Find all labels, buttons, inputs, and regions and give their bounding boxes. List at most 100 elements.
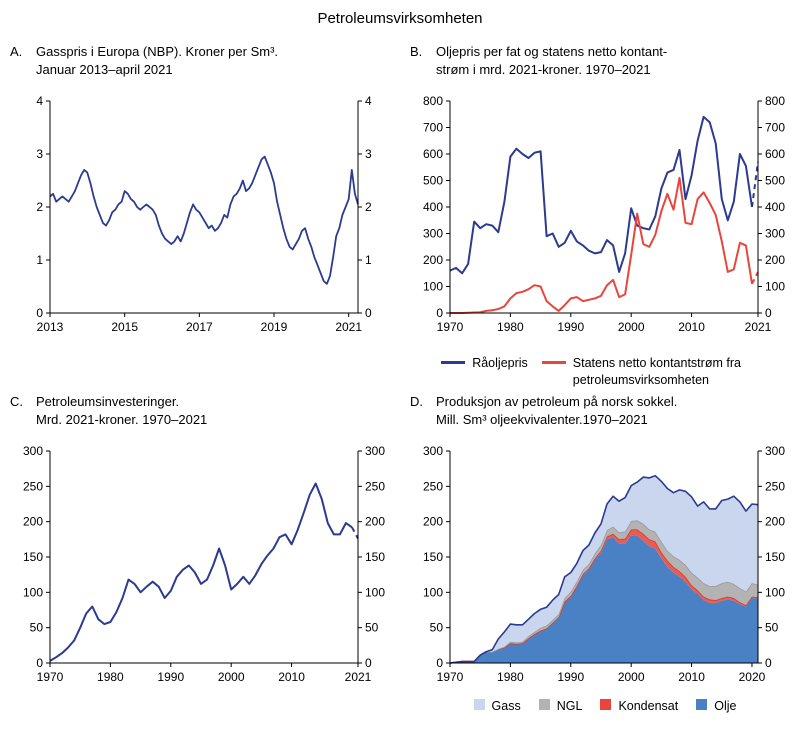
svg-text:300: 300 — [423, 227, 443, 241]
panel-c: C. Petroleumsinvesteringer. Mrd. 2021-kr… — [0, 389, 400, 713]
svg-text:0: 0 — [36, 306, 43, 320]
svg-text:2021: 2021 — [745, 320, 772, 334]
ngl-label: NGL — [556, 698, 583, 713]
panel-b: B. Oljepris per fat og statens netto kon… — [400, 39, 800, 389]
svg-text:2013: 2013 — [37, 320, 64, 334]
svg-text:1980: 1980 — [97, 670, 124, 684]
panel-c-title-line2: Mrd. 2021-kroner. 1970–2021 — [36, 411, 208, 427]
svg-text:300: 300 — [23, 444, 43, 458]
svg-text:400: 400 — [765, 200, 785, 214]
svg-text:2: 2 — [36, 200, 43, 214]
svg-text:300: 300 — [765, 227, 785, 241]
svg-text:700: 700 — [423, 121, 443, 135]
olje-swatch — [696, 698, 708, 710]
svg-text:2000: 2000 — [618, 670, 645, 684]
svg-text:150: 150 — [365, 550, 385, 564]
kondensat-swatch — [600, 698, 612, 710]
svg-text:250: 250 — [765, 479, 785, 493]
ngl-swatch — [538, 698, 550, 710]
svg-text:0: 0 — [365, 656, 372, 670]
svg-text:200: 200 — [23, 514, 43, 528]
panel-a: A. Gasspris i Europa (NBP). Kroner per S… — [0, 39, 400, 389]
gass-swatch — [473, 698, 485, 710]
panel-a-letter: A. — [10, 44, 23, 59]
svg-text:250: 250 — [365, 479, 385, 493]
raaoljepris-label: Råoljepris — [472, 356, 528, 370]
panel-d: D. Produksjon av petroleum på norsk sokk… — [400, 389, 800, 713]
svg-text:800: 800 — [765, 94, 785, 108]
legend-item-ngl: NGL — [538, 698, 583, 713]
svg-text:500: 500 — [423, 174, 443, 188]
svg-text:150: 150 — [765, 550, 785, 564]
legend-item-kondensat: Kondensat — [600, 698, 679, 713]
svg-text:1970: 1970 — [437, 670, 464, 684]
panel-grid: A. Gasspris i Europa (NBP). Kroner per S… — [0, 39, 800, 713]
svg-text:200: 200 — [765, 514, 785, 528]
panel-c-title: C. Petroleumsinvesteringer. Mrd. 2021-kr… — [10, 393, 400, 435]
panel-b-letter: B. — [410, 44, 423, 59]
kondensat-label: Kondensat — [618, 698, 679, 713]
svg-text:300: 300 — [365, 444, 385, 458]
svg-text:300: 300 — [765, 444, 785, 458]
svg-text:100: 100 — [365, 585, 385, 599]
svg-text:1990: 1990 — [557, 670, 584, 684]
svg-text:2015: 2015 — [111, 320, 138, 334]
svg-text:100: 100 — [765, 585, 785, 599]
svg-text:2020: 2020 — [739, 670, 766, 684]
svg-text:200: 200 — [765, 253, 785, 267]
panel-d-title-line2: Mill. Sm³ oljeekvivalenter.1970–2021 — [436, 411, 648, 427]
svg-text:200: 200 — [423, 253, 443, 267]
svg-text:600: 600 — [765, 147, 785, 161]
figure-title: Petroleumsvirksomheten — [317, 10, 483, 27]
svg-text:100: 100 — [423, 585, 443, 599]
raaoljepris-line-swatch — [441, 361, 466, 364]
panel-d-title: D. Produksjon av petroleum på norsk sokk… — [410, 393, 800, 435]
svg-text:2000: 2000 — [618, 320, 645, 334]
svg-text:100: 100 — [423, 280, 443, 294]
olje-label: Olje — [714, 698, 737, 713]
svg-text:100: 100 — [765, 280, 785, 294]
chart-a-gas-price: 0 0 1 1 2 2 3 3 4 4 2013 2015 2017 2019 2021 — [36, 94, 372, 334]
chart-b-oil-price-cashflow: 0 0 100 100 200 200 300 300 400 400 500 500 600 600 70… — [423, 94, 785, 334]
svg-text:1990: 1990 — [557, 320, 584, 334]
panel-d-title-line1: Produksjon av petroleum på norsk sokkel. — [436, 393, 678, 409]
svg-text:50: 50 — [365, 620, 379, 634]
legend-item-gass: Gass — [473, 698, 521, 713]
svg-text:1980: 1980 — [497, 320, 524, 334]
svg-text:400: 400 — [423, 200, 443, 214]
chart-d-production: 0 0 50 50 100 100 150 150 200 200 250 250 300 300 1970… — [423, 444, 785, 684]
svg-text:2000: 2000 — [218, 670, 245, 684]
svg-text:3: 3 — [36, 147, 43, 161]
svg-text:2017: 2017 — [186, 320, 213, 334]
panel-b-title-line2: strøm i mrd. 2021-kroner. 1970–2021 — [436, 62, 651, 78]
svg-text:50: 50 — [430, 620, 444, 634]
svg-text:0: 0 — [36, 656, 43, 670]
svg-text:200: 200 — [423, 514, 443, 528]
svg-text:1970: 1970 — [437, 320, 464, 334]
kontantstrom-label: Statens netto kontantstrøm fra petroleum… — [572, 356, 741, 387]
svg-text:2010: 2010 — [278, 670, 305, 684]
svg-text:300: 300 — [423, 444, 443, 458]
legend-item-kontantstrom: Statens netto kontantstrøm fra petroleum… — [541, 355, 769, 389]
svg-text:2021: 2021 — [335, 320, 362, 334]
svg-text:1: 1 — [36, 253, 43, 267]
svg-text:800: 800 — [423, 94, 443, 108]
svg-text:0: 0 — [365, 306, 372, 320]
svg-text:1980: 1980 — [497, 670, 524, 684]
svg-text:2: 2 — [365, 200, 372, 214]
svg-text:2010: 2010 — [678, 670, 705, 684]
legend-item-raaoljepris: Råoljepris — [441, 355, 528, 389]
panel-b-title-line1: Oljepris per fat og statens netto kontan… — [436, 44, 668, 59]
legend-item-olje: Olje — [696, 698, 737, 713]
svg-text:0: 0 — [436, 656, 443, 670]
svg-text:0: 0 — [765, 306, 772, 320]
svg-text:2010: 2010 — [678, 320, 705, 334]
panel-a-title-line2: Januar 2013–april 2021 — [36, 62, 173, 78]
svg-text:250: 250 — [423, 479, 443, 493]
legend-b: Råoljepris Statens netto kontantstrøm fr… — [410, 355, 800, 389]
svg-text:600: 600 — [423, 147, 443, 161]
legend-d: Gass NGL Kondensat Olje — [410, 698, 800, 713]
svg-text:50: 50 — [30, 620, 44, 634]
svg-text:1: 1 — [365, 253, 372, 267]
